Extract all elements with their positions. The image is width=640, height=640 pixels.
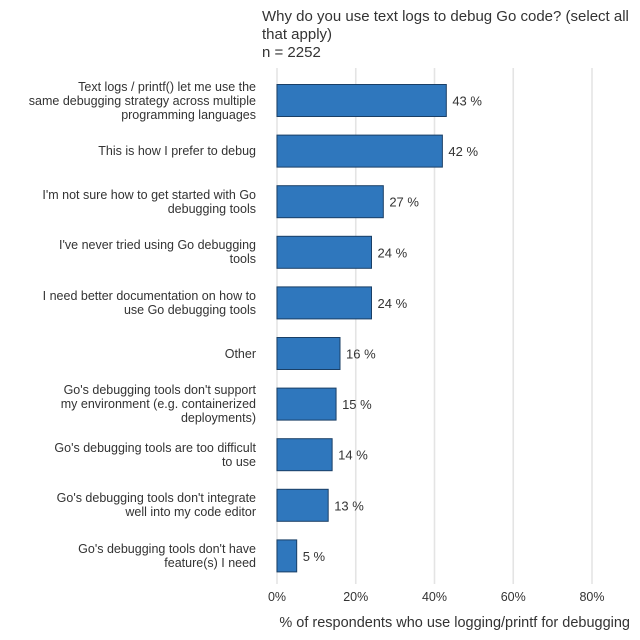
bar-1 <box>276 134 443 168</box>
bar-value-label-7: 14 % <box>338 448 368 463</box>
category-label-1: This is how I prefer to debug <box>6 144 256 158</box>
x-tick-label-1: 20% <box>343 590 368 604</box>
category-label-line: I need better documentation on how to <box>42 288 256 303</box>
category-label-line: Go's debugging tools don't integrate <box>56 491 256 506</box>
category-label-line: feature(s) I need <box>164 555 256 570</box>
category-label-line: my environment (e.g. containerized <box>60 397 256 412</box>
x-tick-label-3: 60% <box>501 590 526 604</box>
category-label-line: deployments) <box>180 411 256 426</box>
category-label-4: I need better documentation on how to use… <box>6 289 256 317</box>
bar-3 <box>276 235 372 269</box>
bar-6 <box>276 387 337 421</box>
category-label-line: Text logs / printf() let me use the <box>78 79 256 94</box>
bar-value-label-9: 5 % <box>303 549 326 564</box>
bar-0 <box>276 84 447 117</box>
bar-9 <box>276 539 298 573</box>
category-label-line: same debugging strategy across multiple <box>28 93 256 108</box>
bar-8 <box>276 488 329 522</box>
category-label-9: Go's debugging tools don't have feature(s… <box>6 542 256 570</box>
bar-value-label-4: 24 % <box>378 296 408 311</box>
category-label-6: Go's debugging tools don't support my env… <box>6 383 256 425</box>
chart-title-block: Why do you use text logs to debug Go cod… <box>262 8 632 62</box>
category-label-line: Other <box>224 346 256 361</box>
category-label-line: to use <box>221 454 256 469</box>
category-label-line: use Go debugging tools <box>123 302 256 317</box>
bar-value-label-2: 27 % <box>389 195 419 210</box>
category-label-line: debugging tools <box>167 201 256 216</box>
category-label-line: well into my code editor <box>125 505 256 520</box>
x-tick-label-2: 40% <box>422 590 447 604</box>
category-label-2: I'm not sure how to get started with Go d… <box>6 188 256 216</box>
category-label-0: Text logs / printf() let me use the same … <box>6 80 256 122</box>
category-label-line: This is how I prefer to debug <box>98 144 256 159</box>
category-label-7: Go's debugging tools are too difficult to… <box>6 441 256 469</box>
category-label-8: Go's debugging tools don't integrate well… <box>6 491 256 519</box>
bar-value-label-1: 42 % <box>448 144 478 159</box>
category-label-line: I'm not sure how to get started with Go <box>42 187 256 202</box>
bar-7 <box>276 438 333 472</box>
x-tick-label-0: 0% <box>268 590 286 604</box>
bar-value-label-6: 15 % <box>342 397 372 412</box>
category-label-line: programming languages <box>121 107 256 122</box>
bar-4 <box>276 286 372 320</box>
category-label-line: Go's debugging tools don't support <box>63 383 256 398</box>
bar-value-label-3: 24 % <box>378 245 408 260</box>
chart-title: Why do you use text logs to debug Go cod… <box>262 8 629 43</box>
category-label-5: Other <box>6 347 256 361</box>
category-label-line: Go's debugging tools don't have <box>78 541 256 556</box>
chart-subtitle: n = 2252 <box>262 44 321 61</box>
x-tick-label-4: 80% <box>579 590 604 604</box>
x-axis-label: % of respondents who use logging/printf … <box>279 615 630 631</box>
category-label-3: I've never tried using Go debugging tools <box>6 238 256 266</box>
bar-value-label-8: 13 % <box>334 498 364 513</box>
bar-5 <box>276 337 341 370</box>
bar-value-label-5: 16 % <box>346 347 376 362</box>
category-label-line: tools <box>229 252 256 267</box>
category-label-line: I've never tried using Go debugging <box>59 238 256 253</box>
bar-value-label-0: 43 % <box>452 94 482 109</box>
bar-2 <box>276 185 384 219</box>
category-label-line: Go's debugging tools are too difficult <box>54 440 256 455</box>
